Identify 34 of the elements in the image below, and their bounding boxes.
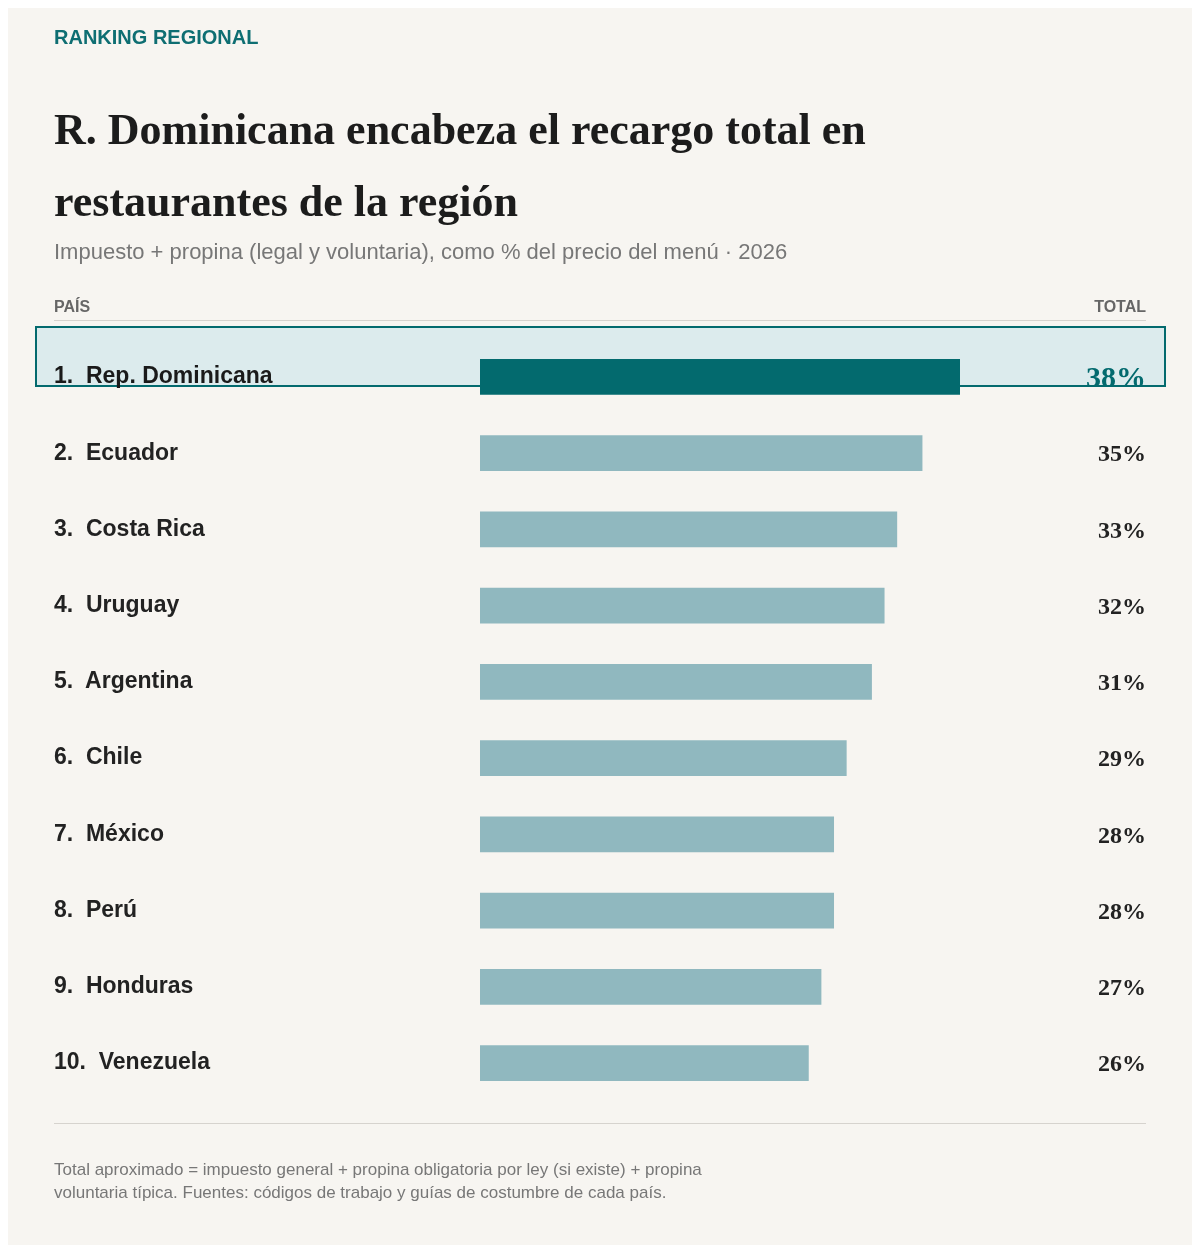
bar xyxy=(480,511,898,548)
text: RANKING REGIONAL xyxy=(54,26,259,49)
data-label: 29% xyxy=(1098,745,1146,772)
data-label: 26% xyxy=(1098,1050,1146,1077)
data-label: 31% xyxy=(1098,669,1146,696)
bar xyxy=(480,740,847,776)
y-tick-label: 2. Ecuador xyxy=(54,438,179,465)
bar xyxy=(480,664,872,700)
y-tick-label: 3. Costa Rica xyxy=(54,514,206,541)
data-label: 35% xyxy=(1098,440,1146,467)
y-axis-title: PAÍS xyxy=(54,298,91,316)
chart-subtitle: Impuesto + propina (legal y voluntaria), como % del precio del menú · 2026 xyxy=(54,239,788,265)
y-tick-label: 6. Chile xyxy=(54,743,143,770)
data-label: 27% xyxy=(1098,974,1146,1001)
y-tick-label: 7. México xyxy=(54,819,164,846)
y-tick-label: 1. Rep. Dominicana xyxy=(54,362,273,389)
chart-title: R. Dominicana encabeza el recargo total en restaurantes de la región xyxy=(54,104,867,228)
data-label: 32% xyxy=(1098,592,1146,619)
y-tick-label: 4. Uruguay xyxy=(54,590,180,617)
y-tick-label: 5. Argentina xyxy=(54,667,193,694)
data-label: 33% xyxy=(1098,516,1146,543)
text: Total aproximado = impuesto general + propina obligatoria por ley (si existe) + propina voluntaria típica. Fuentes: códigos de trabajo y guías de costumbre de cada país. xyxy=(54,1159,703,1204)
bar xyxy=(480,587,885,624)
bar xyxy=(480,969,822,1005)
y-tick-label: 8. Perú xyxy=(54,895,138,922)
data-label: 28% xyxy=(1098,897,1146,924)
bar xyxy=(480,816,835,853)
bar xyxy=(480,892,835,929)
text: TOTAL xyxy=(1094,298,1146,316)
y-tick-label: 10. Venezuela xyxy=(54,1048,211,1075)
bar xyxy=(480,435,923,471)
y-tick-label: 9. Honduras xyxy=(54,972,194,999)
bar xyxy=(480,1045,809,1081)
data-label: 28% xyxy=(1098,821,1146,848)
